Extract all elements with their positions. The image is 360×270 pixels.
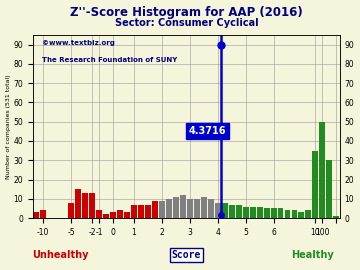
Bar (243, 207, 249, 218)
Bar (180, 195, 186, 218)
Bar (222, 203, 228, 218)
Bar (306, 210, 311, 218)
Bar (82, 193, 88, 218)
Bar (333, 216, 339, 218)
Text: Healthy: Healthy (291, 250, 334, 260)
Bar (278, 208, 283, 218)
Bar (194, 199, 200, 218)
Bar (271, 208, 276, 218)
Text: 4.3716: 4.3716 (189, 126, 226, 136)
Bar (319, 122, 325, 218)
Bar (96, 210, 102, 218)
Text: Score: Score (172, 250, 201, 260)
Text: The Research Foundation of SUNY: The Research Foundation of SUNY (42, 57, 177, 63)
Title: Z''-Score Histogram for AAP (2016): Z''-Score Histogram for AAP (2016) (70, 6, 303, 19)
Bar (166, 199, 172, 218)
Bar (229, 205, 235, 218)
Bar (33, 212, 39, 218)
Bar (312, 151, 318, 218)
Bar (124, 212, 130, 218)
Text: ©www.textbiz.org: ©www.textbiz.org (42, 40, 115, 46)
Bar (40, 210, 46, 218)
Bar (236, 205, 242, 218)
Bar (208, 199, 214, 218)
Bar (298, 212, 305, 218)
Text: Unhealthy: Unhealthy (32, 250, 89, 260)
Bar (201, 197, 207, 218)
Y-axis label: Number of companies (531 total): Number of companies (531 total) (5, 74, 10, 179)
Bar (327, 160, 332, 218)
Bar (249, 207, 256, 218)
Bar (75, 189, 81, 218)
Bar (173, 197, 179, 218)
Bar (187, 199, 193, 218)
Bar (152, 201, 158, 218)
Bar (103, 214, 109, 218)
Bar (215, 203, 221, 218)
Bar (68, 203, 74, 218)
Bar (292, 210, 297, 218)
Bar (131, 205, 137, 218)
Bar (110, 212, 116, 218)
Bar (257, 207, 262, 218)
Text: Sector: Consumer Cyclical: Sector: Consumer Cyclical (114, 18, 258, 28)
Bar (264, 208, 270, 218)
Bar (159, 201, 165, 218)
Bar (89, 193, 95, 218)
Bar (284, 210, 291, 218)
Bar (138, 205, 144, 218)
Bar (145, 205, 151, 218)
Bar (117, 210, 123, 218)
